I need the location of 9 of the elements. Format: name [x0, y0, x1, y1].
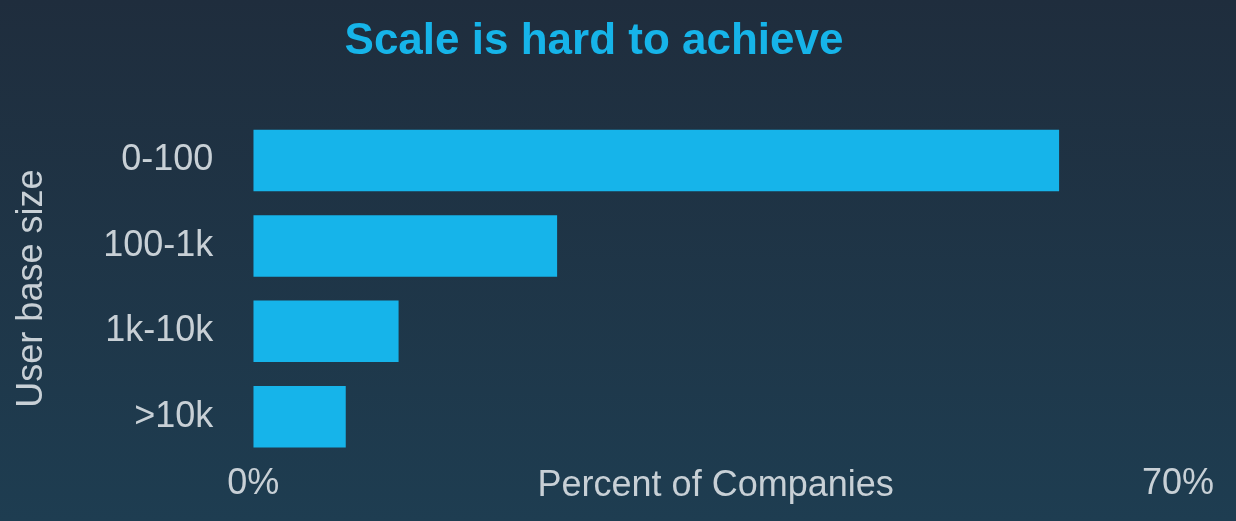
y-axis-title: User base size — [8, 169, 50, 408]
y-tick-label: 1k-10k — [105, 308, 215, 350]
chart-title: Scale is hard to achieve — [344, 13, 844, 63]
x-tick-label: 0% — [227, 460, 280, 502]
y-tick-label: 100-1k — [103, 222, 215, 264]
y-tick-label: 0-100 — [121, 137, 214, 179]
x-axis-title: Percent of Companies — [537, 463, 894, 505]
x-tick-label: 70% — [1141, 460, 1215, 502]
y-tick-label: >10k — [134, 393, 215, 435]
